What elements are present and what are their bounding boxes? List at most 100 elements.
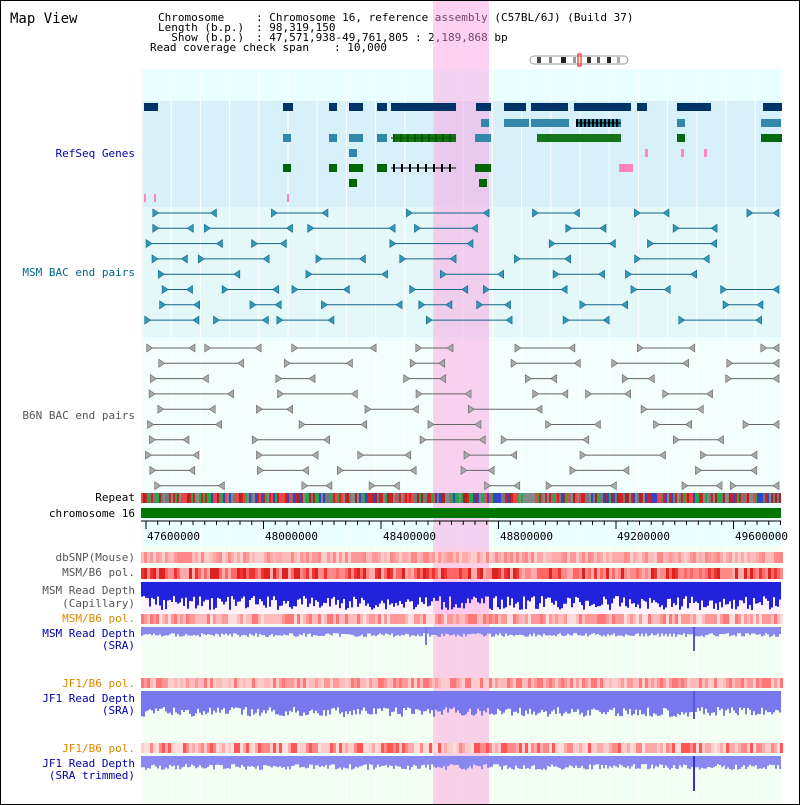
bac-end-marker [395, 300, 403, 310]
depth-bar [473, 627, 475, 634]
depth-bar [483, 691, 485, 711]
depth-bar [375, 756, 377, 768]
heat-cell [318, 614, 321, 624]
depth-bar [723, 691, 725, 716]
chromosome-ideogram[interactable] [529, 53, 631, 67]
depth-bar [479, 756, 481, 767]
repeat-segment [755, 493, 757, 503]
bac-end-marker [621, 300, 628, 310]
depth-bar [289, 582, 291, 608]
bac-end-marker [285, 223, 293, 233]
repeat-segment [757, 493, 759, 503]
depth-bar [143, 582, 145, 597]
depth-bar [347, 627, 349, 635]
depth-bar [723, 756, 725, 766]
depth-bar [197, 691, 199, 709]
depth-bar [255, 582, 257, 605]
heat-cell [327, 568, 330, 579]
depth-bar [563, 627, 565, 637]
bac-end-marker [514, 254, 521, 264]
depth-bar [453, 756, 455, 766]
heat-cell [447, 552, 450, 563]
heat-cell [669, 568, 672, 579]
repeat-segment [575, 493, 577, 503]
repeat-segment [567, 493, 569, 503]
heat-cell [192, 552, 195, 563]
heat-cell [690, 678, 693, 688]
depth-bar [609, 627, 611, 636]
depth-bar [283, 582, 285, 601]
heat-cell [153, 568, 156, 579]
depth-bar [315, 582, 317, 601]
depth-bar [499, 691, 501, 711]
depth-bar [223, 756, 225, 769]
heat-cell [780, 614, 783, 624]
depth-bar [455, 756, 457, 765]
depth-bar [669, 627, 671, 634]
heat-cell [363, 552, 366, 563]
depth-bar [683, 627, 685, 634]
depth-bar [765, 691, 767, 711]
msm-read-depth-cap-label: MSM Read Depth [42, 584, 135, 597]
depth-bar [405, 756, 407, 770]
depth-bar [163, 756, 165, 770]
repeat-segment [383, 493, 385, 503]
depth-bar [427, 582, 429, 607]
depth-bar [345, 756, 347, 769]
heat-cell [549, 552, 552, 563]
depth-bar [737, 756, 739, 770]
depth-bar [233, 756, 235, 765]
heat-cell [417, 678, 420, 688]
depth-bar [541, 691, 543, 710]
heat-cell [441, 743, 444, 753]
heat-cell [408, 568, 411, 579]
heat-cell [762, 614, 765, 624]
heat-cell [597, 568, 600, 579]
repeat-segment [169, 493, 171, 503]
depth-bar [245, 756, 247, 770]
depth-bar [731, 582, 733, 609]
heat-cell [591, 568, 594, 579]
depth-bar [549, 627, 551, 636]
depth-bar [495, 582, 497, 597]
heat-cell [282, 614, 285, 624]
bac-end-marker [593, 419, 601, 430]
heat-cell [363, 614, 366, 624]
depth-bar [579, 691, 581, 715]
depth-bar [727, 582, 729, 605]
bac-end-marker [217, 481, 225, 491]
bac-end-marker [157, 404, 165, 414]
bac-end-marker [663, 284, 671, 295]
heat-cell [666, 678, 669, 688]
heat-cell [480, 743, 483, 753]
depth-bar [671, 582, 673, 607]
depth-bar [167, 582, 169, 601]
heat-cell [159, 568, 162, 579]
depth-bar [589, 691, 591, 716]
depth-bar [153, 756, 155, 765]
repeat-segment [443, 493, 445, 503]
heat-cell [615, 568, 618, 579]
depth-bar [559, 582, 561, 610]
depth-bar [645, 691, 647, 717]
depth-bar [211, 627, 213, 635]
depth-bar [765, 756, 767, 770]
heat-cell [654, 552, 657, 563]
repeat-segment [777, 493, 779, 503]
depth-bar [379, 691, 381, 709]
depth-bar [329, 756, 331, 766]
jf1-b6-pol-label-1: JF1/B6 pol. [62, 677, 135, 690]
heat-cell [423, 614, 426, 624]
bac-end-marker [585, 389, 593, 399]
depth-bar [763, 627, 765, 636]
depth-bar [319, 691, 321, 716]
repeat-segment [541, 493, 543, 503]
heat-cell [429, 614, 432, 624]
refseq-gene-block [349, 103, 363, 111]
depth-bar [313, 756, 315, 769]
depth-bar [653, 691, 655, 714]
heat-cell [348, 678, 351, 688]
depth-bar [215, 691, 217, 713]
bac-end-marker [404, 450, 412, 460]
